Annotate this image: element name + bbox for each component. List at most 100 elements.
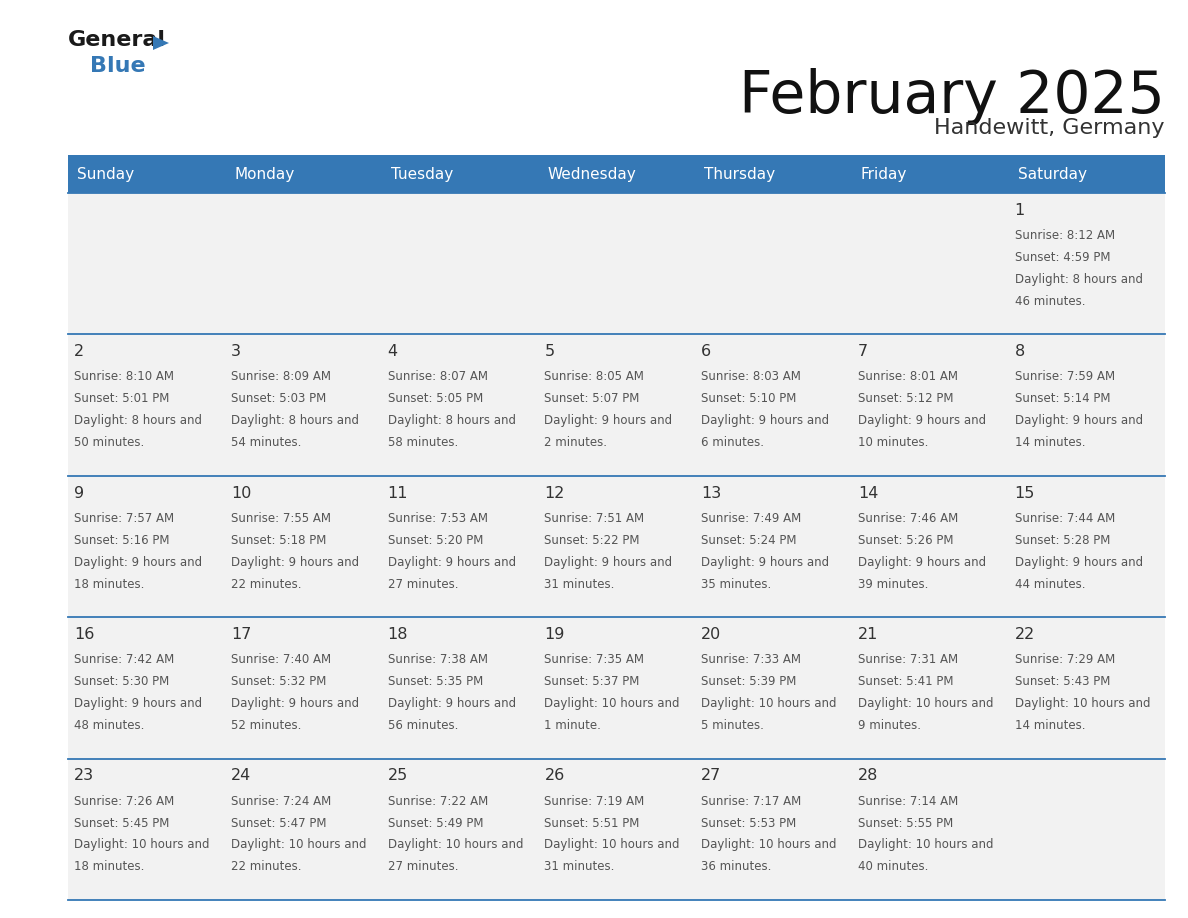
Text: 22 minutes.: 22 minutes. <box>230 860 302 873</box>
Text: Blue: Blue <box>90 56 146 76</box>
Text: 9 minutes.: 9 minutes. <box>858 719 921 732</box>
Text: Sunrise: 7:35 AM: Sunrise: 7:35 AM <box>544 654 644 666</box>
Text: 26: 26 <box>544 768 564 783</box>
Text: Sunset: 5:03 PM: Sunset: 5:03 PM <box>230 392 327 406</box>
Bar <box>695 758 852 900</box>
Text: 54 minutes.: 54 minutes. <box>230 436 302 449</box>
Text: Daylight: 10 hours and: Daylight: 10 hours and <box>1015 697 1150 711</box>
Text: 31 minutes.: 31 minutes. <box>544 577 614 590</box>
Text: 27 minutes.: 27 minutes. <box>387 577 459 590</box>
Bar <box>381 193 538 334</box>
Bar <box>538 155 695 193</box>
Bar <box>695 334 852 476</box>
Text: Daylight: 10 hours and: Daylight: 10 hours and <box>858 697 993 711</box>
Text: Sunset: 5:20 PM: Sunset: 5:20 PM <box>387 533 484 547</box>
Text: Daylight: 10 hours and: Daylight: 10 hours and <box>701 697 836 711</box>
Text: Sunrise: 7:49 AM: Sunrise: 7:49 AM <box>701 512 802 525</box>
Text: Sunset: 5:05 PM: Sunset: 5:05 PM <box>387 392 484 406</box>
Text: Sunrise: 7:26 AM: Sunrise: 7:26 AM <box>75 795 175 808</box>
Text: 16: 16 <box>75 627 95 642</box>
Text: 13: 13 <box>701 486 721 500</box>
Text: 24: 24 <box>230 768 251 783</box>
Bar <box>381 476 538 617</box>
Text: 6: 6 <box>701 344 712 359</box>
Text: 22 minutes.: 22 minutes. <box>230 577 302 590</box>
Text: Daylight: 9 hours and: Daylight: 9 hours and <box>387 555 516 568</box>
Bar <box>538 193 695 334</box>
Text: 8: 8 <box>1015 344 1025 359</box>
Text: Sunrise: 7:29 AM: Sunrise: 7:29 AM <box>1015 654 1114 666</box>
Bar <box>1009 476 1165 617</box>
Bar <box>852 758 1009 900</box>
Text: Sunrise: 7:55 AM: Sunrise: 7:55 AM <box>230 512 331 525</box>
Text: 14 minutes.: 14 minutes. <box>1015 436 1085 449</box>
Text: Sunset: 5:47 PM: Sunset: 5:47 PM <box>230 817 327 830</box>
Text: Sunset: 5:39 PM: Sunset: 5:39 PM <box>701 675 796 688</box>
Bar <box>68 193 225 334</box>
Text: Daylight: 9 hours and: Daylight: 9 hours and <box>544 414 672 427</box>
Bar <box>538 617 695 758</box>
Text: Sunset: 5:14 PM: Sunset: 5:14 PM <box>1015 392 1110 406</box>
Text: 7: 7 <box>858 344 868 359</box>
Text: 44 minutes.: 44 minutes. <box>1015 577 1085 590</box>
Text: Daylight: 9 hours and: Daylight: 9 hours and <box>75 555 202 568</box>
Text: Sunrise: 7:22 AM: Sunrise: 7:22 AM <box>387 795 488 808</box>
Text: Sunrise: 7:51 AM: Sunrise: 7:51 AM <box>544 512 645 525</box>
Bar <box>381 334 538 476</box>
Text: Sunset: 5:10 PM: Sunset: 5:10 PM <box>701 392 796 406</box>
Text: Daylight: 9 hours and: Daylight: 9 hours and <box>701 555 829 568</box>
Text: Sunrise: 8:12 AM: Sunrise: 8:12 AM <box>1015 230 1114 242</box>
Bar <box>1009 617 1165 758</box>
Text: 20: 20 <box>701 627 721 642</box>
Bar <box>852 334 1009 476</box>
Text: Daylight: 10 hours and: Daylight: 10 hours and <box>858 838 993 852</box>
Bar <box>538 476 695 617</box>
Text: Daylight: 10 hours and: Daylight: 10 hours and <box>230 838 366 852</box>
Bar <box>68 476 225 617</box>
Text: Handewitt, Germany: Handewitt, Germany <box>935 118 1165 138</box>
Text: Sunset: 5:22 PM: Sunset: 5:22 PM <box>544 533 640 547</box>
Text: February 2025: February 2025 <box>739 68 1165 125</box>
Text: Sunset: 5:12 PM: Sunset: 5:12 PM <box>858 392 953 406</box>
Bar <box>1009 193 1165 334</box>
Text: Sunset: 5:41 PM: Sunset: 5:41 PM <box>858 675 953 688</box>
Polygon shape <box>153 36 169 50</box>
Text: Sunrise: 7:44 AM: Sunrise: 7:44 AM <box>1015 512 1114 525</box>
Text: 2: 2 <box>75 344 84 359</box>
Text: 22: 22 <box>1015 627 1035 642</box>
Text: 25: 25 <box>387 768 407 783</box>
Text: Sunrise: 7:42 AM: Sunrise: 7:42 AM <box>75 654 175 666</box>
Text: 23: 23 <box>75 768 94 783</box>
Text: Sunset: 5:18 PM: Sunset: 5:18 PM <box>230 533 327 547</box>
Bar <box>225 476 381 617</box>
Bar <box>381 617 538 758</box>
Bar <box>1009 758 1165 900</box>
Text: Sunrise: 7:46 AM: Sunrise: 7:46 AM <box>858 512 958 525</box>
Bar <box>852 155 1009 193</box>
Text: 6 minutes.: 6 minutes. <box>701 436 764 449</box>
Bar <box>381 758 538 900</box>
Text: 12: 12 <box>544 486 564 500</box>
Bar <box>852 476 1009 617</box>
Text: General: General <box>68 30 166 50</box>
Bar <box>225 155 381 193</box>
Text: 50 minutes.: 50 minutes. <box>75 436 145 449</box>
Text: Sunrise: 7:33 AM: Sunrise: 7:33 AM <box>701 654 801 666</box>
Bar <box>852 617 1009 758</box>
Text: 52 minutes.: 52 minutes. <box>230 719 302 732</box>
Bar <box>538 758 695 900</box>
Bar <box>68 334 225 476</box>
Bar <box>68 155 225 193</box>
Text: Sunrise: 7:40 AM: Sunrise: 7:40 AM <box>230 654 331 666</box>
Text: Monday: Monday <box>234 166 295 182</box>
Text: 58 minutes.: 58 minutes. <box>387 436 457 449</box>
Bar <box>225 193 381 334</box>
Text: Sunrise: 8:07 AM: Sunrise: 8:07 AM <box>387 371 488 384</box>
Text: 3: 3 <box>230 344 241 359</box>
Text: Daylight: 9 hours and: Daylight: 9 hours and <box>701 414 829 427</box>
Text: 35 minutes.: 35 minutes. <box>701 577 771 590</box>
Text: Daylight: 9 hours and: Daylight: 9 hours and <box>75 697 202 711</box>
Text: Sunset: 5:24 PM: Sunset: 5:24 PM <box>701 533 797 547</box>
Text: Daylight: 8 hours and: Daylight: 8 hours and <box>75 414 202 427</box>
Bar <box>1009 155 1165 193</box>
